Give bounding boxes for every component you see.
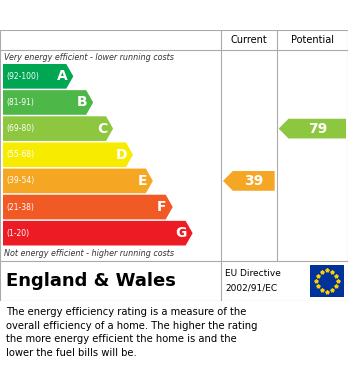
Text: (1-20): (1-20) xyxy=(6,229,29,238)
Text: E: E xyxy=(137,174,147,188)
Bar xyxy=(310,265,344,297)
Text: A: A xyxy=(56,69,67,83)
Polygon shape xyxy=(3,116,113,141)
Text: England & Wales: England & Wales xyxy=(6,272,176,290)
Text: Current: Current xyxy=(230,35,267,45)
Text: (21-38): (21-38) xyxy=(6,203,34,212)
Polygon shape xyxy=(3,169,153,193)
Polygon shape xyxy=(3,90,93,115)
Text: D: D xyxy=(116,148,127,162)
Text: F: F xyxy=(157,200,167,214)
Polygon shape xyxy=(3,221,193,246)
Text: (81-91): (81-91) xyxy=(6,98,34,107)
Text: Not energy efficient - higher running costs: Not energy efficient - higher running co… xyxy=(4,249,174,258)
Text: 39: 39 xyxy=(244,174,263,188)
Text: Potential: Potential xyxy=(291,35,334,45)
Text: Very energy efficient - lower running costs: Very energy efficient - lower running co… xyxy=(4,52,174,61)
Text: The energy efficiency rating is a measure of the
overall efficiency of a home. T: The energy efficiency rating is a measur… xyxy=(6,307,258,358)
Text: G: G xyxy=(175,226,187,240)
Text: Energy Efficiency Rating: Energy Efficiency Rating xyxy=(8,7,218,23)
Polygon shape xyxy=(279,119,346,138)
Text: 2002/91/EC: 2002/91/EC xyxy=(225,284,277,293)
Text: 79: 79 xyxy=(308,122,327,136)
Text: (92-100): (92-100) xyxy=(6,72,39,81)
Polygon shape xyxy=(3,64,73,89)
Polygon shape xyxy=(3,195,173,219)
Text: (55-68): (55-68) xyxy=(6,150,34,159)
Text: (69-80): (69-80) xyxy=(6,124,34,133)
Polygon shape xyxy=(3,142,133,167)
Text: (39-54): (39-54) xyxy=(6,176,34,185)
Polygon shape xyxy=(223,171,275,191)
Text: EU Directive: EU Directive xyxy=(225,269,281,278)
Text: B: B xyxy=(77,95,87,109)
Text: C: C xyxy=(97,122,107,136)
